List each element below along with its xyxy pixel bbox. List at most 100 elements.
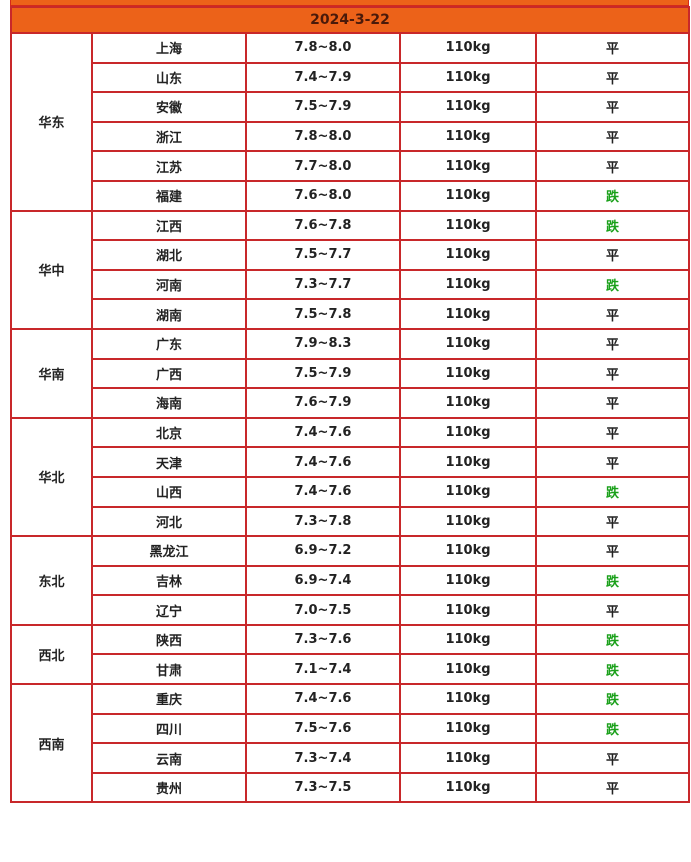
weight-cell: 110kg [399,564,537,597]
price-range-cell: 7.8~8.0 [245,120,401,153]
trend-cell: 跌 [534,268,691,301]
price-range-cell: 7.5~7.9 [245,91,401,123]
weight-cell: 110kg [399,623,537,656]
province-cell: 湖南 [91,298,247,330]
weight-cell: 110kg [399,594,537,626]
price-range-cell: 7.3~7.8 [245,505,401,538]
table-row: 华东 上海 7.8~8.0 110kg 平 [10,32,691,212]
price-range-cell: 7.0~7.5 [245,594,401,626]
weight-cell: 110kg [399,742,537,774]
trend-cell: 平 [534,61,691,94]
table-row: 华北 北京 7.4~7.6 110kg 平 [10,416,691,538]
province-cell: 福建 [91,179,247,212]
trend-cell: 跌 [534,623,691,656]
table-row: 江苏 7.7~8.0 110kg 平 [11,150,691,182]
trend-cell: 跌 [534,179,691,212]
weight-cell: 110kg [399,91,537,123]
table-row: 西南 重庆 7.4~7.6 110kg 跌 [10,683,691,804]
price-range-cell: 7.4~7.6 [245,446,401,478]
region-cell: 华北 [10,416,93,538]
region-cell: 华东 [10,32,93,212]
province-cell: 甘肃 [91,653,247,686]
province-cell: 云南 [91,742,247,774]
table-row: 吉林 6.9~7.4 110kg 跌 [11,564,691,597]
weight-cell: 110kg [399,505,537,538]
price-range-cell: 7.6~7.8 [245,209,401,242]
price-range-cell: 7.3~7.7 [245,268,401,301]
province-cell: 重庆 [91,683,247,715]
price-range-cell: 7.3~7.6 [245,623,401,656]
weight-cell: 110kg [399,298,537,330]
weight-cell: 110kg [399,327,537,360]
trend-cell: 平 [534,742,691,774]
table-row: 云南 7.3~7.4 110kg 平 [11,742,691,774]
trend-cell: 跌 [534,712,691,745]
trend-cell: 跌 [534,209,691,242]
price-range-cell: 7.5~7.8 [245,298,401,330]
table-row: 福建 7.6~8.0 110kg 跌 [11,179,691,212]
weight-cell: 110kg [399,61,537,94]
trend-cell: 平 [534,298,691,330]
price-range-cell: 7.3~7.4 [245,742,401,774]
price-range-cell: 7.8~8.0 [245,32,401,64]
weight-cell: 110kg [399,120,537,153]
header-strip [10,0,689,6]
price-range-cell: 7.5~7.9 [245,357,401,390]
province-cell: 山西 [91,475,247,508]
price-range-cell: 7.5~7.7 [245,239,401,271]
trend-cell: 平 [534,535,691,567]
table-row: 浙江 7.8~8.0 110kg 平 [11,120,691,153]
price-range-cell: 7.4~7.6 [245,416,401,449]
province-cell: 北京 [91,416,247,449]
weight-cell: 110kg [399,32,537,64]
weight-cell: 110kg [399,209,537,242]
trend-cell: 跌 [534,653,691,686]
price-range-cell: 6.9~7.2 [245,535,401,567]
province-cell: 陕西 [91,623,247,656]
table-row: 贵州 7.3~7.5 110kg 平 [11,771,691,804]
trend-cell: 平 [534,120,691,153]
trend-cell: 跌 [534,683,691,715]
table-row: 海南 7.6~7.9 110kg 平 [11,387,691,419]
weight-cell: 110kg [399,179,537,212]
date-header: 2024-3-22 [9,6,691,34]
table-row: 四川 7.5~7.6 110kg 跌 [11,712,691,745]
weight-cell: 110kg [399,771,537,804]
price-range-cell: 7.4~7.9 [245,61,401,94]
trend-cell: 平 [534,505,691,538]
province-cell: 吉林 [91,564,247,597]
price-range-cell: 7.7~8.0 [245,150,401,182]
trend-cell: 平 [534,771,691,804]
trend-cell: 平 [534,594,691,626]
table-row: 广西 7.5~7.9 110kg 平 [11,357,691,390]
weight-cell: 110kg [399,416,537,449]
price-range-cell: 7.6~8.0 [245,179,401,212]
trend-cell: 平 [534,387,691,419]
region-cell: 东北 [10,535,93,626]
table-row: 天津 7.4~7.6 110kg 平 [11,446,691,478]
trend-cell: 平 [534,446,691,478]
table-row: 华南 广东 7.9~8.3 110kg 平 [10,327,691,419]
province-cell: 山东 [91,61,247,94]
table-row: 甘肃 7.1~7.4 110kg 跌 [11,653,691,686]
province-cell: 贵州 [91,771,247,804]
weight-cell: 110kg [399,357,537,390]
price-range-cell: 7.1~7.4 [245,653,401,686]
price-range-cell: 7.3~7.5 [245,771,401,804]
region-cell: 西北 [10,623,93,686]
province-cell: 安徽 [91,91,247,123]
trend-cell: 平 [534,416,691,449]
price-range-cell: 7.4~7.6 [245,475,401,508]
region-cell: 西南 [10,683,93,804]
weight-cell: 110kg [399,268,537,301]
table-row: 河南 7.3~7.7 110kg 跌 [11,268,691,301]
province-cell: 天津 [91,446,247,478]
weight-cell: 110kg [399,535,537,567]
table-row: 山东 7.4~7.9 110kg 平 [11,61,691,94]
weight-cell: 110kg [399,446,537,478]
price-range-cell: 7.6~7.9 [245,387,401,419]
province-cell: 黑龙江 [91,535,247,567]
province-cell: 上海 [91,32,247,64]
region-cell: 华中 [10,209,93,330]
price-range-cell: 6.9~7.4 [245,564,401,597]
